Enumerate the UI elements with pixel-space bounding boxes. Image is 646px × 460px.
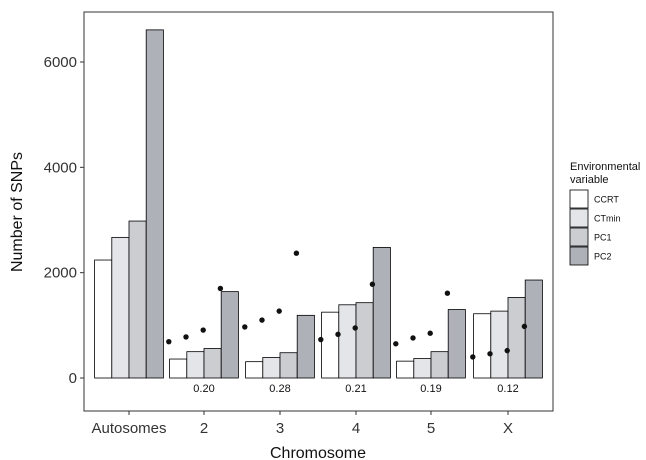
x-tick-label-5: 5 bbox=[427, 420, 435, 437]
point-ctmin-5 bbox=[410, 335, 416, 341]
point-pc1-2 bbox=[200, 327, 206, 333]
x-tick-label-autosomes: Autosomes bbox=[91, 420, 166, 437]
ratio-label: 0.19 bbox=[420, 383, 441, 395]
legend-label-ctmin: CTmin bbox=[594, 214, 621, 224]
x-tick-label-2: 2 bbox=[200, 420, 208, 437]
bar-pc1-5 bbox=[430, 351, 449, 379]
legend-title: variable bbox=[570, 174, 609, 186]
point-ccrt-x bbox=[470, 354, 476, 360]
ratio-label: 0.20 bbox=[193, 383, 214, 395]
bar-pc1-x bbox=[507, 297, 526, 379]
point-ctmin-4 bbox=[335, 331, 341, 337]
bar-ctmin-4 bbox=[338, 304, 357, 379]
bar-ccrt-autosomes bbox=[94, 259, 113, 379]
bar-ccrt-3 bbox=[245, 361, 264, 379]
legend-title: Environmental bbox=[570, 161, 640, 173]
bar-pc2-3 bbox=[296, 314, 315, 379]
bar-ctmin-x bbox=[490, 310, 509, 379]
point-ctmin-x bbox=[487, 351, 493, 357]
x-tick-label-3: 3 bbox=[276, 420, 284, 437]
point-pc1-5 bbox=[427, 330, 433, 336]
bar-ctmin-5 bbox=[413, 358, 432, 379]
legend-key-pc1 bbox=[569, 227, 589, 247]
point-ccrt-3 bbox=[242, 324, 248, 330]
bar-pc1-2 bbox=[203, 348, 222, 379]
bar-ctmin-2 bbox=[186, 351, 205, 379]
legend-key-ctmin bbox=[569, 208, 589, 228]
bar-pc2-4 bbox=[372, 246, 391, 379]
point-ccrt-4 bbox=[318, 336, 324, 343]
point-ctmin-2 bbox=[183, 334, 189, 340]
legend-key-pc2 bbox=[569, 246, 589, 266]
bar-ctmin-3 bbox=[262, 357, 281, 379]
bar-pc1-3 bbox=[279, 352, 298, 379]
ratio-label: 0.21 bbox=[345, 383, 366, 395]
bar-pc2-x bbox=[524, 279, 543, 379]
ratio-label: 0.12 bbox=[497, 383, 518, 395]
bar-ccrt-5 bbox=[396, 360, 415, 379]
x-tick-label-4: 4 bbox=[352, 420, 360, 437]
point-ccrt-2 bbox=[166, 338, 172, 345]
legend-label-pc1: PC1 bbox=[594, 233, 612, 243]
point-ctmin-3 bbox=[259, 317, 265, 323]
bar-pc2-2 bbox=[220, 291, 239, 379]
y-tick-label: 4000 bbox=[44, 159, 77, 176]
bar-pc1-4 bbox=[355, 302, 374, 379]
point-pc2-3 bbox=[293, 250, 300, 256]
point-pc2-2 bbox=[217, 285, 224, 292]
y-tick-label: 2000 bbox=[44, 265, 77, 282]
bar-ctmin-autosomes bbox=[111, 236, 130, 379]
y-tick-label: 0 bbox=[69, 370, 77, 387]
x-tick-label-x: X bbox=[503, 420, 513, 437]
point-pc2-x bbox=[521, 323, 528, 330]
point-pc1-4 bbox=[352, 325, 358, 331]
legend-key-ccrt bbox=[569, 189, 589, 209]
point-pc2-5 bbox=[444, 290, 451, 296]
bar-ccrt-4 bbox=[321, 311, 340, 379]
legend-label-pc2: PC2 bbox=[594, 252, 612, 262]
bar-pc1-autosomes bbox=[128, 220, 147, 379]
point-pc1-3 bbox=[276, 308, 282, 314]
legend-label-ccrt: CCRT bbox=[594, 195, 619, 205]
x-axis-title: Chromosome bbox=[270, 445, 366, 460]
bar-pc2-autosomes bbox=[145, 29, 164, 379]
point-ccrt-5 bbox=[393, 341, 399, 347]
bar-ccrt-x bbox=[473, 313, 492, 379]
bar-ccrt-2 bbox=[169, 358, 188, 379]
point-pc1-x bbox=[504, 347, 510, 354]
point-pc2-4 bbox=[369, 281, 376, 287]
bar-pc2-5 bbox=[447, 309, 466, 379]
y-tick-label: 6000 bbox=[44, 54, 77, 71]
y-axis-title: Number of SNPs bbox=[9, 152, 26, 272]
ratio-label: 0.28 bbox=[269, 383, 290, 395]
